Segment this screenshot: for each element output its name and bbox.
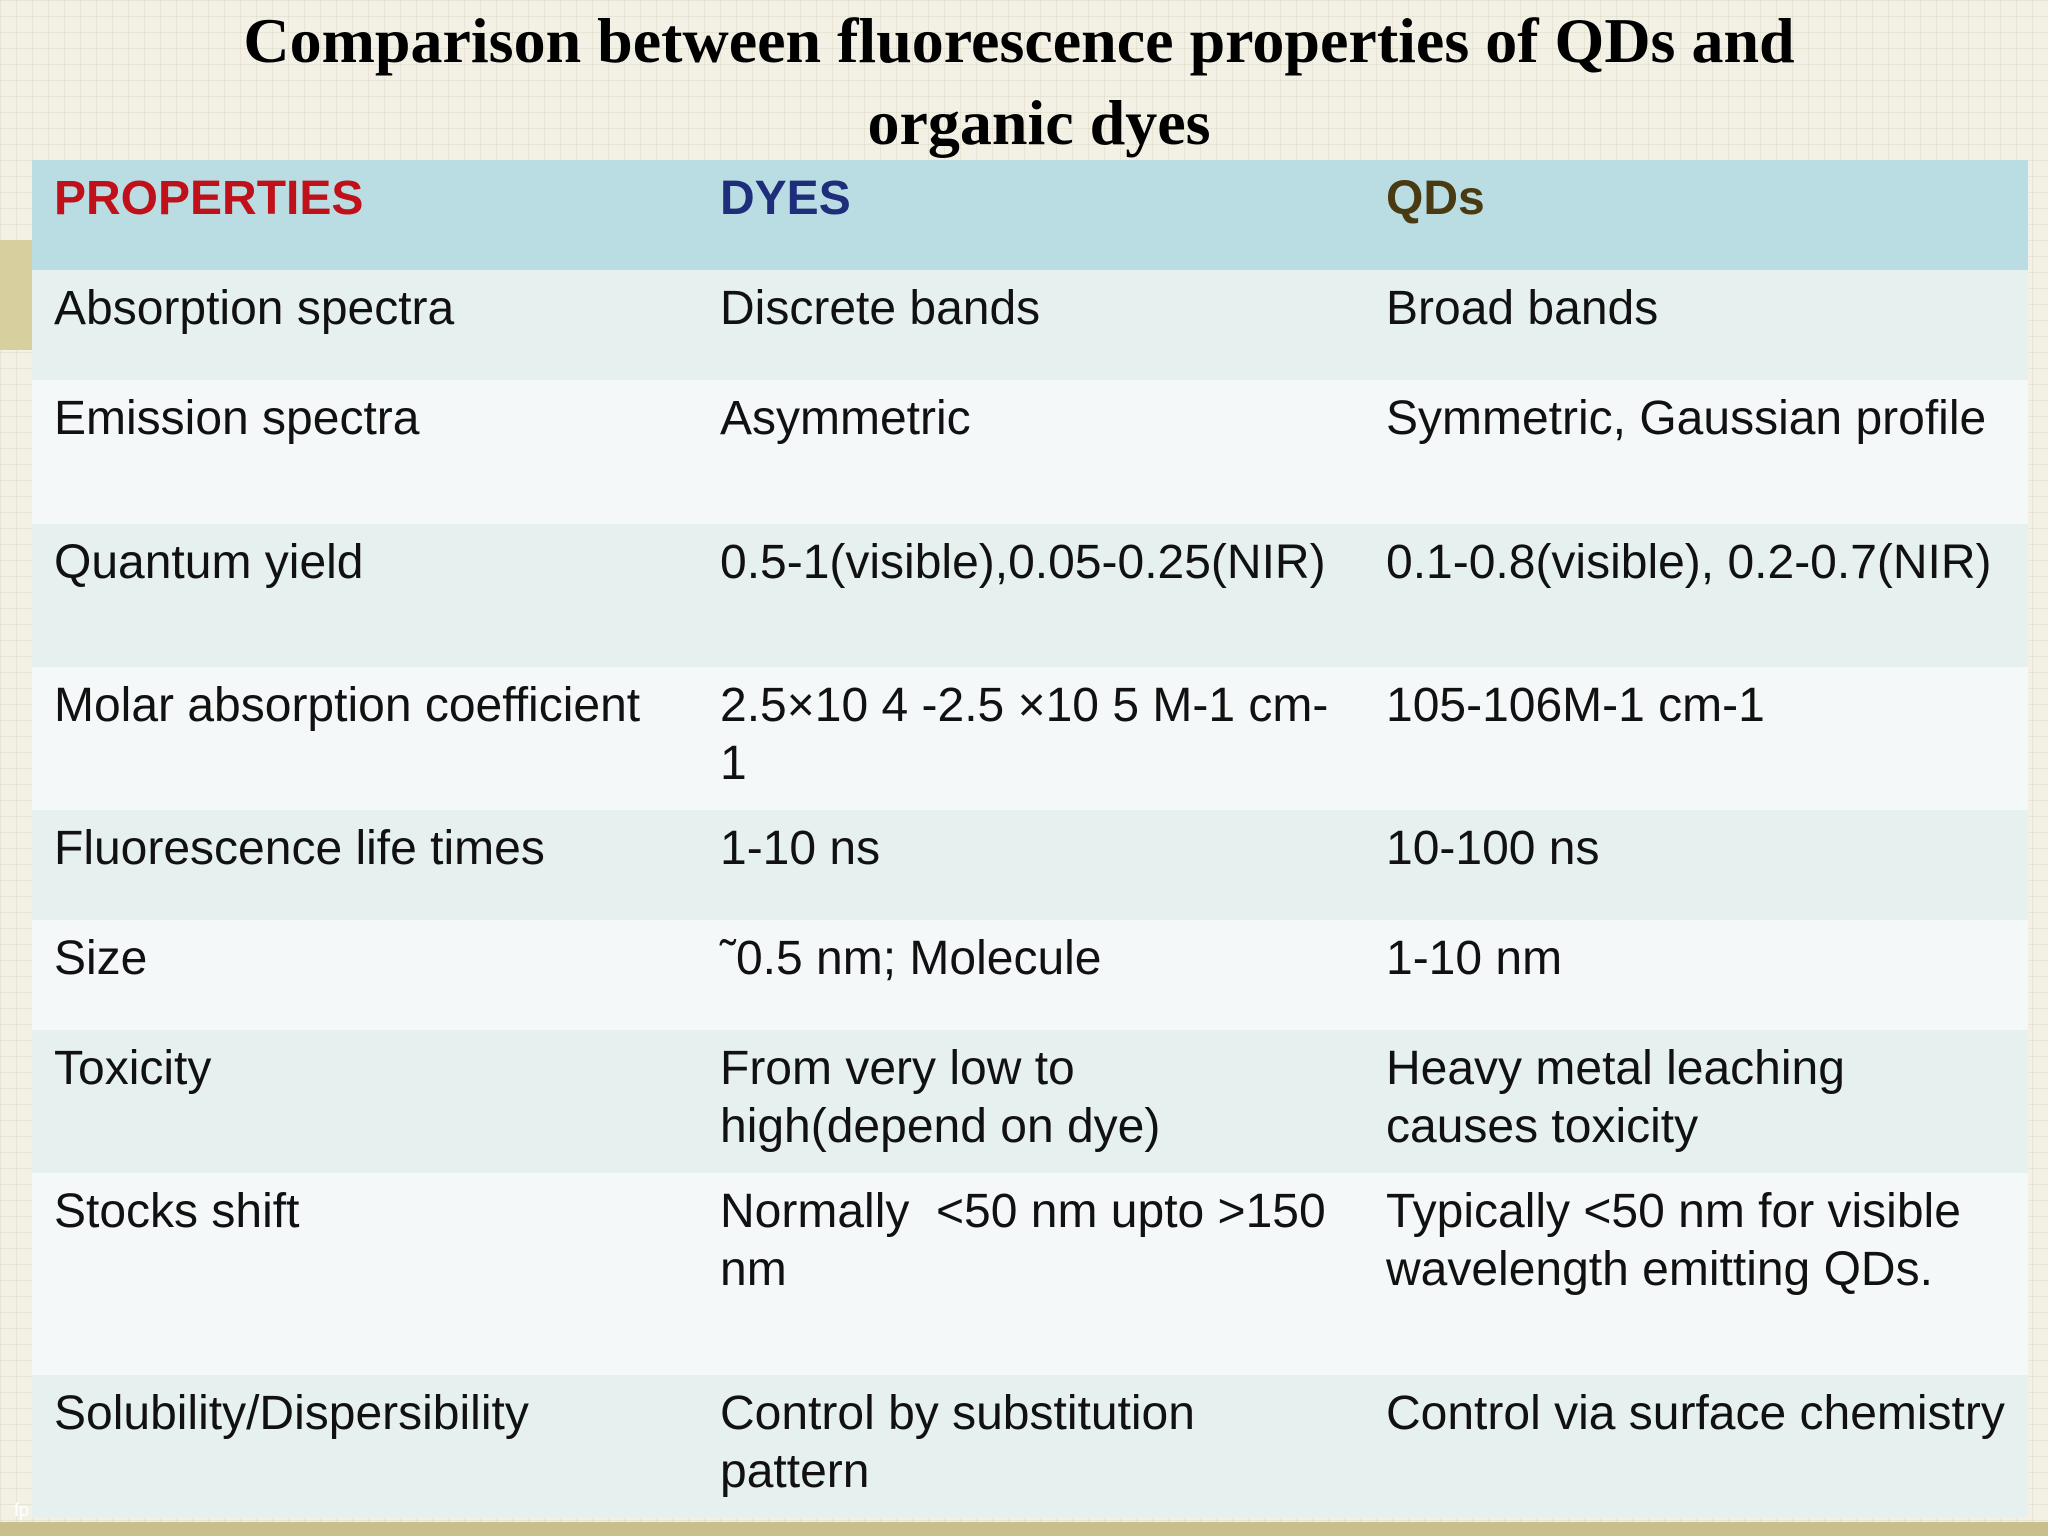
slide-title-line-1: Comparison between fluorescence properti… <box>243 5 1795 76</box>
property-cell: Solubility/Dispersibility <box>54 1387 529 1440</box>
dyes-cell: Discrete bands <box>720 282 1041 335</box>
qds-cell: Symmetric, Gaussian profile <box>1386 392 1987 445</box>
dyes-cell: ˜0.5 nm; Molecule <box>720 932 1102 985</box>
comparison-table: PROPERTIES DYES QDs Absorption spectra D… <box>32 160 2028 1518</box>
slide-title: Comparison between fluorescence properti… <box>0 0 2048 158</box>
property-cell: Fluorescence life times <box>54 822 545 875</box>
qds-cell: 0.1-0.8(visible), 0.2-0.7(NIR) <box>1386 536 1992 589</box>
table-header-row: PROPERTIES DYES QDs <box>32 160 2028 270</box>
header-properties: PROPERTIES <box>54 172 364 225</box>
property-cell: Absorption spectra <box>54 282 455 335</box>
dyes-cell: 0.5-1(visible),0.05-0.25(NIR) <box>720 536 1326 589</box>
table-row: Size ˜0.5 nm; Molecule 1-10 nm <box>32 920 2028 1030</box>
dyes-cell: Normally <50 nm upto >150 nm <box>720 1185 1340 1296</box>
qds-cell: Broad bands <box>1386 282 1659 335</box>
table-row: Fluorescence life times 1-10 ns 10-100 n… <box>32 810 2028 920</box>
header-dyes: DYES <box>720 172 851 225</box>
qds-cell: 1-10 nm <box>1386 932 1563 985</box>
dyes-cell: From very low to high(depend on dye) <box>720 1042 1161 1153</box>
qds-cell: Control via surface chemistry <box>1386 1387 2005 1440</box>
property-cell: Toxicity <box>54 1042 212 1095</box>
dyes-cell: Asymmetric <box>720 392 971 445</box>
table-row: Stocks shift Normally <50 nm upto >150 n… <box>32 1173 2028 1375</box>
property-cell: Quantum yield <box>54 536 364 589</box>
table-row: Absorption spectra Discrete bands Broad … <box>32 270 2028 380</box>
dyes-cell: 2.5×10 4 -2.5 ×10 5 M-1 cm-1 <box>720 679 1329 790</box>
table-row: Solubility/Dispersibility Control by sub… <box>32 1375 2028 1518</box>
qds-cell: Heavy metal leaching causes toxicity <box>1386 1042 1845 1153</box>
slide-title-line-2: organic dyes <box>867 87 1211 158</box>
qds-cell: 105-106M-1 cm-1 <box>1386 679 1765 732</box>
bottom-decorative-band <box>0 1522 2048 1536</box>
table-row: Quantum yield 0.5-1(visible),0.05-0.25(N… <box>32 524 2028 667</box>
header-qds: QDs <box>1386 172 1485 225</box>
left-decorative-band <box>0 240 34 350</box>
dyes-cell: Control by substitution pattern <box>720 1387 1195 1498</box>
dyes-cell: 1-10 ns <box>720 822 881 875</box>
table-row: Toxicity From very low to high(depend on… <box>32 1030 2028 1173</box>
corner-mark: fp <box>14 1500 30 1520</box>
table-row: Emission spectra Asymmetric Symmetric, G… <box>32 380 2028 524</box>
property-cell: Stocks shift <box>54 1185 300 1238</box>
qds-cell: 10-100 ns <box>1386 822 1600 875</box>
property-cell: Molar absorption coefficient <box>54 679 641 732</box>
property-cell: Emission spectra <box>54 392 420 445</box>
table-row: Molar absorption coefficient 2.5×10 4 -2… <box>32 667 2028 810</box>
property-cell: Size <box>54 932 148 985</box>
qds-cell: Typically <50 nm for visible wavelength … <box>1386 1185 1961 1296</box>
